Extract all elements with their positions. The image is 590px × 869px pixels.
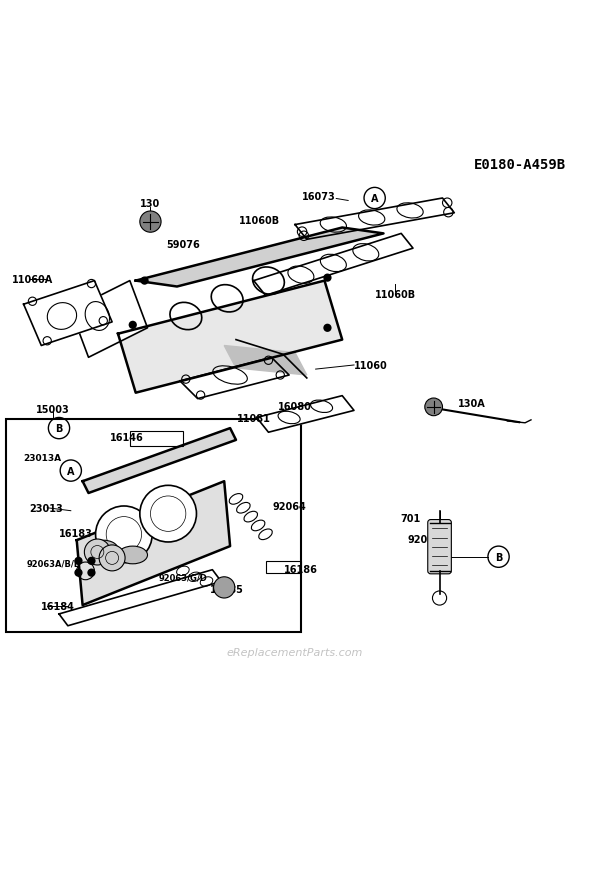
Circle shape [323, 275, 332, 282]
Circle shape [87, 557, 96, 566]
Text: 16186: 16186 [284, 564, 318, 574]
Bar [130, 432, 183, 447]
Ellipse shape [88, 541, 118, 558]
Polygon shape [257, 396, 354, 433]
Text: 701: 701 [400, 514, 420, 523]
Text: 16184: 16184 [41, 601, 75, 612]
Circle shape [140, 212, 161, 233]
Text: 16146: 16146 [110, 433, 144, 442]
Circle shape [214, 577, 235, 599]
Circle shape [140, 486, 196, 542]
Text: 16073: 16073 [301, 192, 336, 202]
Text: 130A: 130A [458, 398, 486, 408]
Text: 16185: 16185 [210, 585, 244, 594]
Circle shape [99, 545, 125, 571]
Text: E0180-A459B: E0180-A459B [474, 157, 566, 171]
Circle shape [323, 324, 332, 333]
Polygon shape [118, 282, 342, 394]
Polygon shape [83, 428, 236, 494]
Circle shape [87, 569, 96, 577]
Text: 11060B: 11060B [375, 289, 416, 299]
Text: 92064: 92064 [272, 501, 306, 511]
Text: 130: 130 [140, 198, 160, 209]
Text: B: B [55, 423, 63, 434]
Circle shape [84, 540, 110, 566]
Text: B: B [495, 552, 502, 562]
Circle shape [74, 569, 83, 577]
Text: 92063/G/D: 92063/G/D [159, 573, 207, 581]
Polygon shape [136, 229, 384, 287]
Text: 11060A: 11060A [12, 275, 53, 285]
Circle shape [96, 507, 152, 563]
Text: 59076: 59076 [166, 240, 200, 249]
Text: 11081: 11081 [237, 414, 271, 423]
Text: 23013A: 23013A [24, 454, 62, 462]
Circle shape [425, 399, 442, 416]
Polygon shape [295, 199, 454, 240]
FancyBboxPatch shape [428, 520, 451, 574]
Text: 92063A/B/E: 92063A/B/E [27, 559, 80, 567]
Polygon shape [71, 282, 148, 358]
Polygon shape [24, 282, 112, 346]
Text: 15003: 15003 [36, 404, 70, 415]
Text: 92037: 92037 [408, 534, 442, 544]
Text: 23013: 23013 [30, 503, 63, 514]
Ellipse shape [118, 547, 148, 564]
Text: A: A [371, 194, 378, 203]
Polygon shape [224, 346, 307, 375]
Text: A: A [67, 466, 74, 476]
Text: 11060: 11060 [354, 361, 388, 370]
Polygon shape [77, 481, 230, 606]
Polygon shape [59, 570, 221, 626]
Polygon shape [254, 234, 413, 296]
Text: 16183: 16183 [59, 528, 93, 538]
Circle shape [129, 322, 137, 329]
Circle shape [140, 277, 149, 285]
Text: 11060B: 11060B [239, 216, 280, 226]
Bar [266, 561, 301, 573]
Circle shape [74, 557, 83, 566]
Text: 16080: 16080 [278, 401, 312, 411]
Text: eReplacementParts.com: eReplacementParts.com [227, 647, 363, 658]
Polygon shape [180, 358, 289, 399]
